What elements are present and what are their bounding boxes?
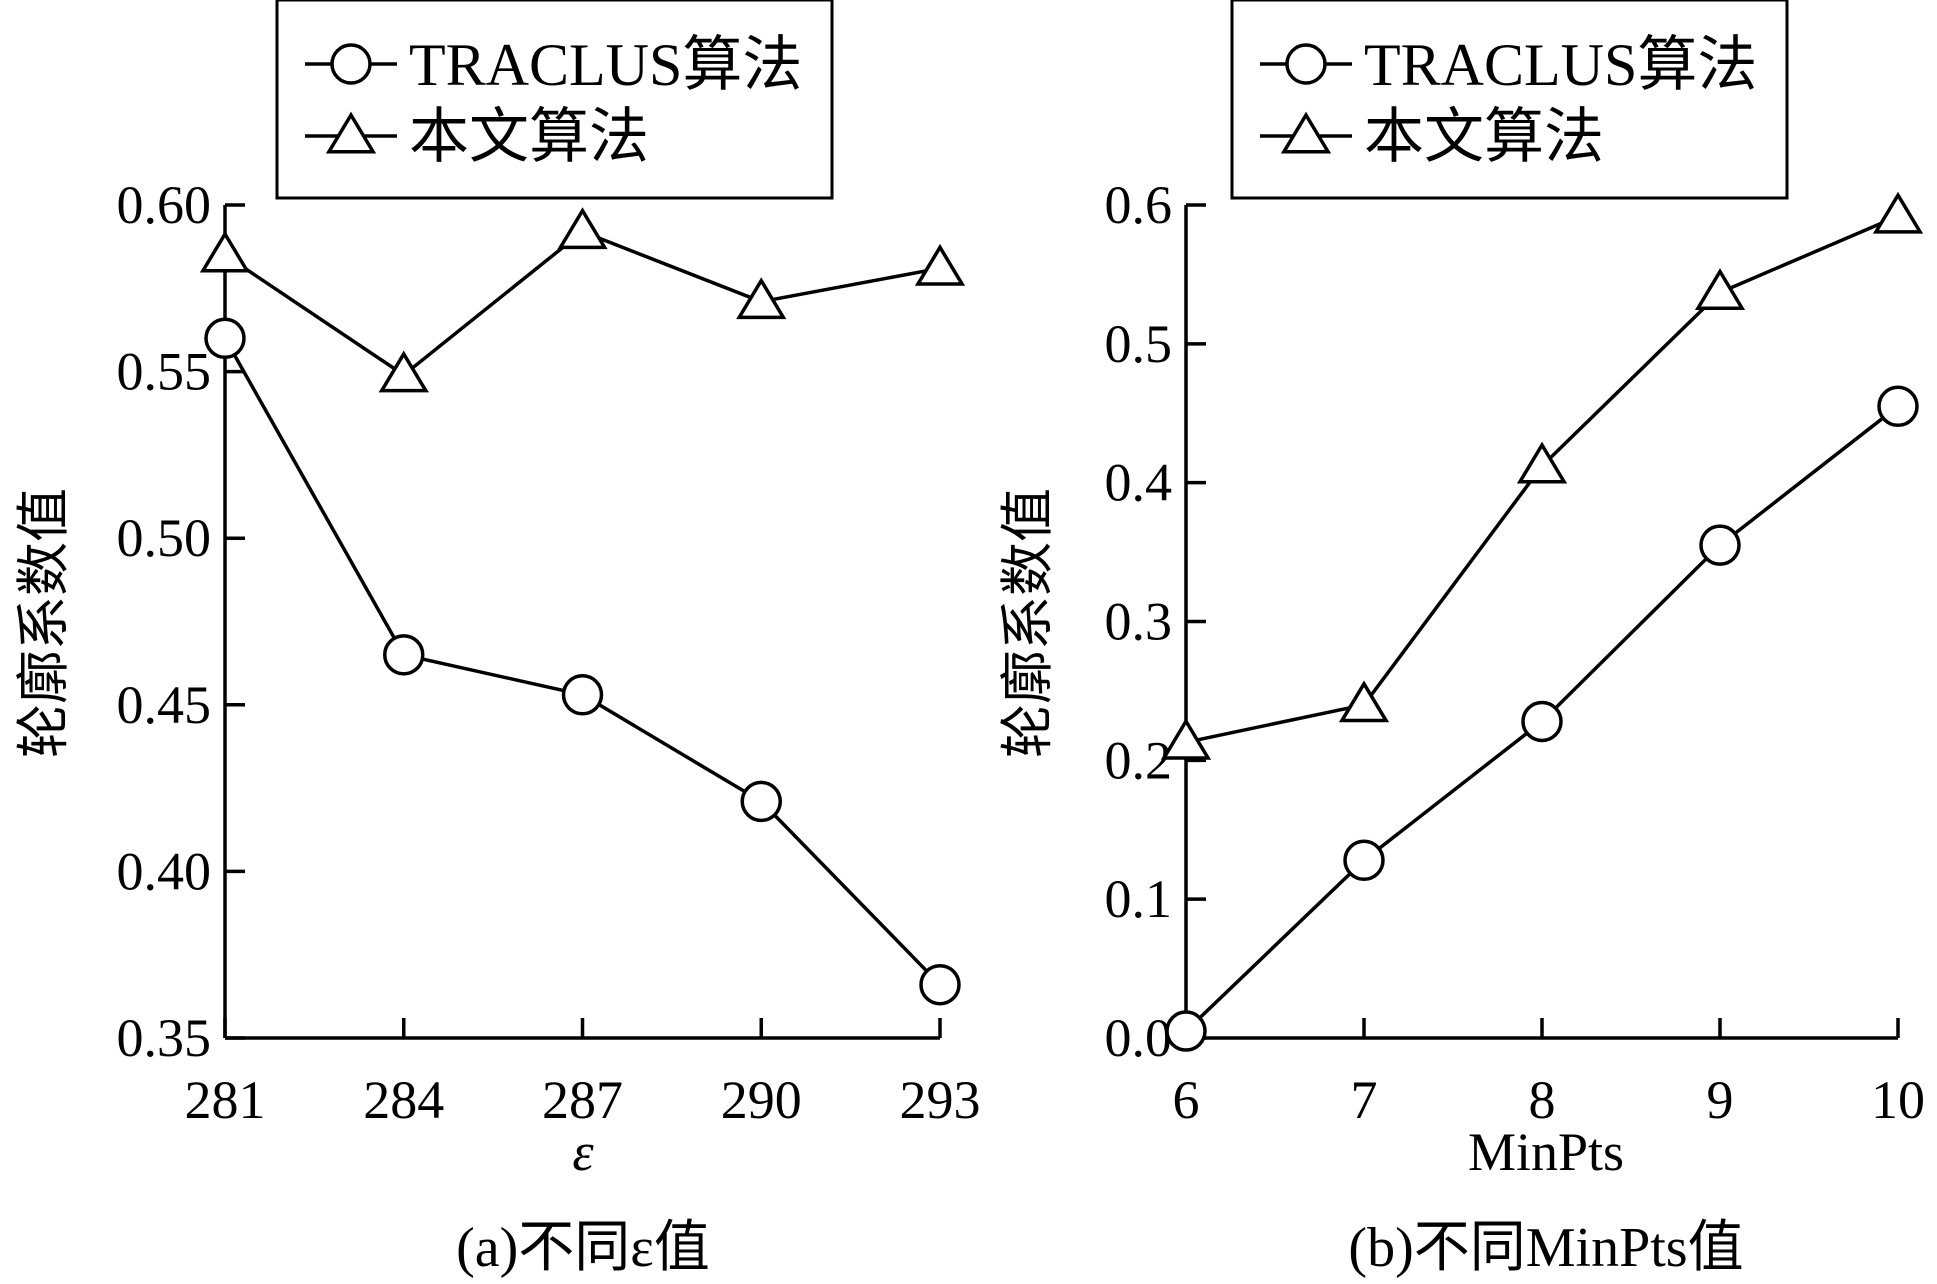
panel-b-proposed-point — [1160, 717, 1212, 760]
panel-a-x-tick-label: 293 — [900, 1070, 981, 1130]
panel-a-traclus-point — [919, 963, 961, 1006]
panel-a-series-proposed-line — [224, 229, 941, 378]
panel-b-legend-traclus-marker — [1285, 43, 1327, 85]
panel-b-x-tick-label: 6 — [1173, 1070, 1200, 1130]
panel-b-y-tick-label: 0.6 — [1105, 175, 1173, 235]
panel-a-proposed-point — [557, 207, 608, 250]
panel-b-y-tick-label: 0.2 — [1105, 730, 1173, 790]
panel-b-x-tick-label: 8 — [1529, 1070, 1556, 1130]
panel-b-y-tick-label: 0.0 — [1105, 1008, 1173, 1068]
panel-a-legend-proposed-marker — [325, 111, 377, 154]
panel-a-traclus-point — [561, 674, 604, 716]
panel-a-proposed-point — [199, 230, 251, 273]
panel-a-x-tick-label: 281 — [185, 1070, 266, 1130]
panel-b-y-tick-label: 0.3 — [1105, 592, 1173, 652]
panel-b-chart: 0.0 0.1 0.2 0.3 0.4 0.5 0.6 6 7 8 9 10 TRACLUS算法本文算法… — [998, 0, 1925, 1279]
panel-b-x-axis-label: MinPts — [1468, 1122, 1624, 1182]
panel-a-series-traclus-line — [223, 337, 942, 986]
panel-a-traclus-point — [740, 780, 782, 823]
panel-a-traclus-point — [383, 634, 425, 676]
panel-b-y-tick-label: 0.5 — [1105, 314, 1173, 374]
panel-a-y-tick-label: 0.55 — [117, 342, 212, 402]
panel-b-legend-traclus-label: TRACLUS算法 — [1364, 32, 1757, 98]
panel-b-y-axis-label: 轮廓系数值 — [998, 488, 1058, 758]
panel-b-y-tick-label: 0.1 — [1105, 869, 1173, 929]
panel-b-legend-proposed-marker — [1280, 111, 1332, 154]
panel-a-x-axis-label: ε — [572, 1122, 594, 1182]
panel-a-y-tick-label: 0.35 — [117, 1008, 212, 1068]
panel-a-legend-box — [275, 0, 834, 200]
panel-a-proposed-point — [736, 277, 787, 320]
panel-b-proposed-point — [1872, 191, 1924, 234]
panel-a-y-tick-label: 0.50 — [117, 508, 212, 568]
panel-a-x-tick-label: 290 — [721, 1070, 802, 1130]
panel-a-x-tick-label: 287 — [542, 1070, 623, 1130]
panel-b-traclus-point — [1165, 1010, 1207, 1052]
panel-b-legend-proposed-label: 本文算法 — [1364, 104, 1604, 170]
panel-a-legend-traclus-label: TRACLUS算法 — [409, 32, 802, 98]
panel-b-x-tick-label: 7 — [1351, 1070, 1378, 1130]
panel-a-y-tick-label: 0.40 — [117, 841, 212, 901]
panel-a-y-axis-label: 轮廓系数值 — [14, 488, 74, 758]
panel-a-chart: 0.35 0.40 0.45 0.50 0.55 0.60 281 284 287 290 293 T… — [14, 0, 981, 1279]
panel-a-traclus-point — [204, 317, 246, 360]
panel-a-marks: 0.35 0.40 0.45 0.50 0.55 0.60 281 284 287 290 293 T… — [117, 0, 981, 1130]
panel-a-legend-traclus-marker — [330, 43, 372, 85]
panel-a-caption: (a)不同ε值 — [456, 1217, 710, 1279]
panel-b-legend-box — [1230, 0, 1789, 200]
panel-b-traclus-point — [1343, 839, 1385, 882]
panel-a-y-tick-label: 0.45 — [117, 675, 212, 735]
panel-b-traclus-point — [1699, 524, 1741, 566]
panel-a-legend-proposed-label: 本文算法 — [409, 104, 649, 170]
panel-b-caption: (b)不同MinPts值 — [1348, 1217, 1743, 1279]
panel-a-x-tick-label: 284 — [363, 1070, 444, 1130]
panel-b-x-tick-label: 9 — [1707, 1070, 1734, 1130]
panel-a-proposed-point — [914, 243, 966, 286]
panel-a-y-tick-label: 0.60 — [117, 175, 212, 235]
panel-b-traclus-point — [1521, 700, 1563, 743]
panel-b-proposed-point — [1516, 441, 1568, 484]
panel-b-proposed-point — [1694, 268, 1746, 310]
panel-b-proposed-point — [1338, 680, 1390, 723]
panel-b-x-tick-label: 10 — [1871, 1070, 1925, 1130]
panel-b-y-tick-label: 0.4 — [1105, 453, 1173, 513]
panel-a-proposed-point — [378, 350, 429, 393]
panel-b-traclus-point — [1877, 385, 1919, 428]
